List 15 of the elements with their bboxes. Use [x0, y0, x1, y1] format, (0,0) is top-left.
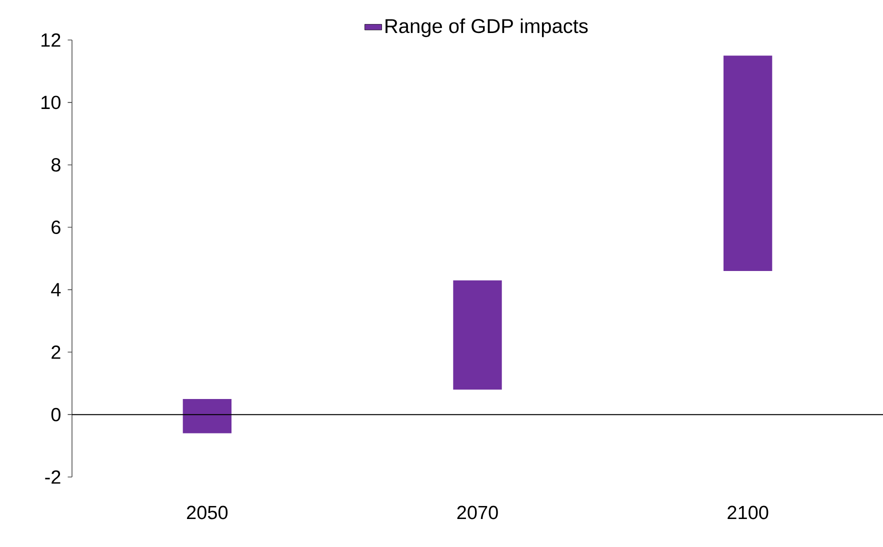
- legend-label: Range of GDP impacts: [386, 18, 588, 38]
- bar: [724, 56, 772, 271]
- y-tick-label: 8: [51, 158, 60, 172]
- y-tick-label: -2: [45, 470, 60, 484]
- y-tick-label: 12: [42, 33, 60, 47]
- y-tick-label: 10: [42, 96, 60, 110]
- y-tick-label: 2: [52, 346, 60, 359]
- y-tick-label: 6: [52, 220, 60, 234]
- x-tick-label: 2070: [457, 506, 498, 520]
- bar: [453, 280, 502, 390]
- x-tick-label: 2100: [728, 506, 768, 520]
- y-tick-label: 4: [51, 283, 61, 296]
- x-tick-label: 2050: [186, 506, 228, 520]
- bar: [182, 398, 232, 434]
- y-tick-label: 0: [51, 408, 60, 422]
